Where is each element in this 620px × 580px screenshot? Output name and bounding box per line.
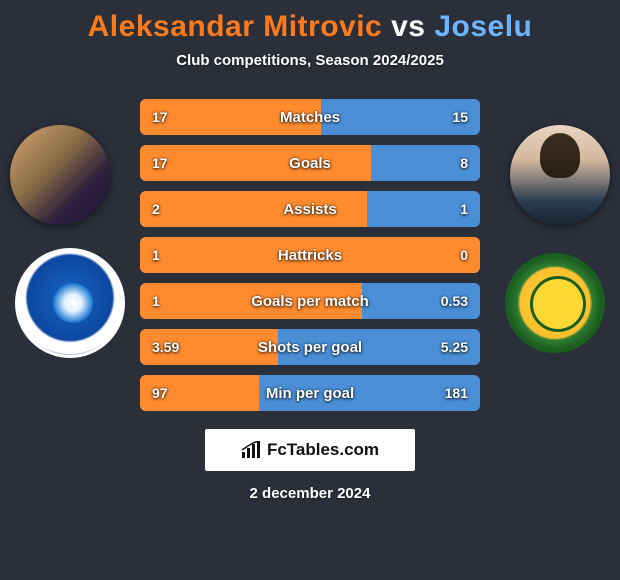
player1-avatar — [10, 125, 110, 225]
stat-label: Min per goal — [200, 385, 420, 402]
stat-value-right: 0 — [420, 247, 480, 263]
stat-row: 97Min per goal181 — [140, 375, 480, 411]
comparison-title: Aleksandar Mitrovic vs Joselu — [0, 0, 620, 44]
vs-separator: vs — [391, 10, 425, 43]
stat-label: Goals per match — [200, 293, 420, 310]
stat-value-right: 1 — [420, 201, 480, 217]
player2-name: Joselu — [434, 10, 532, 43]
stat-value-left: 2 — [140, 201, 200, 217]
branding-badge: FcTables.com — [205, 429, 415, 471]
player1-name: Aleksandar Mitrovic — [88, 10, 383, 43]
stat-value-right: 8 — [420, 155, 480, 171]
stat-value-left: 17 — [140, 109, 200, 125]
stat-label: Shots per goal — [200, 339, 420, 356]
stat-label: Matches — [200, 109, 420, 126]
branding-text: FcTables.com — [267, 440, 379, 460]
stat-label: Assists — [200, 201, 420, 218]
snapshot-date: 2 december 2024 — [0, 485, 620, 502]
stat-value-right: 5.25 — [420, 339, 480, 355]
stat-label: Goals — [200, 155, 420, 172]
stat-value-left: 97 — [140, 385, 200, 401]
stats-bar-list: 17Matches1517Goals82Assists11Hattricks01… — [140, 99, 480, 411]
player1-club-logo — [15, 248, 125, 358]
stat-row: 17Matches15 — [140, 99, 480, 135]
stat-row: 3.59Shots per goal5.25 — [140, 329, 480, 365]
chart-icon — [241, 441, 261, 459]
stat-value-left: 3.59 — [140, 339, 200, 355]
stat-label: Hattricks — [200, 247, 420, 264]
season-subtitle: Club competitions, Season 2024/2025 — [0, 52, 620, 69]
stat-value-right: 181 — [420, 385, 480, 401]
stat-row: 2Assists1 — [140, 191, 480, 227]
stat-value-left: 1 — [140, 293, 200, 309]
stat-value-right: 15 — [420, 109, 480, 125]
player2-avatar — [510, 125, 610, 225]
stat-row: 1Hattricks0 — [140, 237, 480, 273]
stat-value-left: 17 — [140, 155, 200, 171]
stat-value-right: 0.53 — [420, 293, 480, 309]
stat-row: 17Goals8 — [140, 145, 480, 181]
player2-club-logo — [500, 248, 610, 358]
stat-value-left: 1 — [140, 247, 200, 263]
stat-row: 1Goals per match0.53 — [140, 283, 480, 319]
